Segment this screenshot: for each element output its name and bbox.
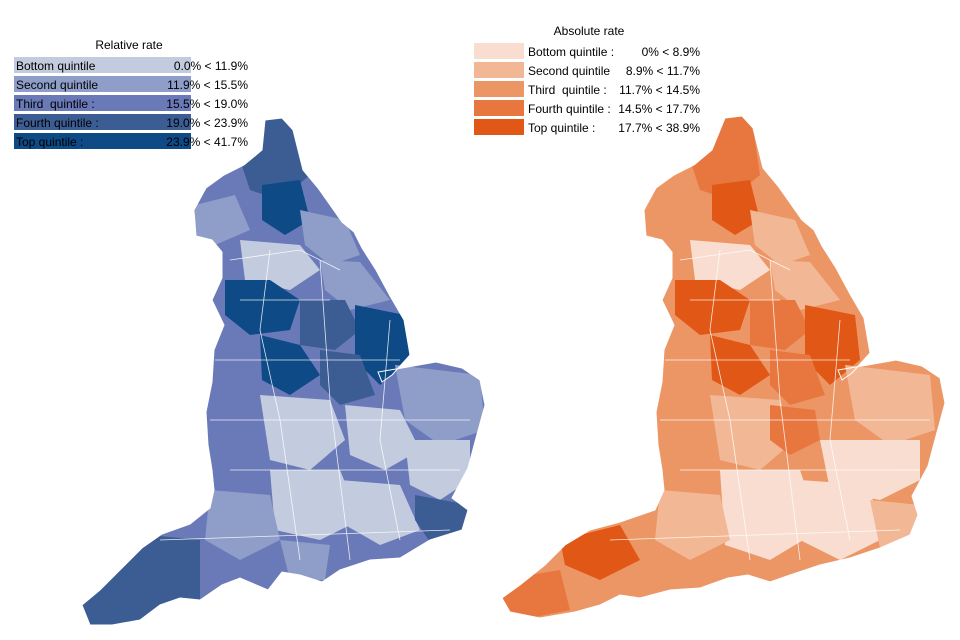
legend-quintile-range: 19.0% < 23.9% [166,116,248,130]
map-region [240,240,320,290]
map-region [770,350,825,405]
map-region [800,480,880,560]
legend-quintile-range: 11.9% < 15.5% [167,78,248,92]
legend-quintile-label: Bottom quintile : [528,45,615,59]
legend-swatch [474,81,524,97]
legend-row: Bottom quintile 0.0% < 11.9% [14,57,254,75]
legend-quintile-range: 15.5% < 19.0% [166,97,248,111]
map-region [770,260,840,310]
map-region [260,395,345,470]
map-region [262,180,310,235]
legend-swatch [474,100,524,116]
legend-swatch [14,57,191,73]
legend-swatch [474,119,524,135]
legend-row: Third quintile : 11.7% < 14.5% [474,81,714,99]
map-region [655,490,730,560]
legend-quintile-range: 23.9% < 41.7% [166,135,248,149]
legend-title: Relative rate [95,38,163,52]
absolute-rate-legend: Absolute rate Bottom quintile : 0% < 8.9%… [474,24,714,138]
map-region [560,525,640,580]
legend-swatch [14,76,191,92]
legend-quintile-label: Top quintile : [16,135,84,149]
map-region [205,490,280,560]
legend-row: Bottom quintile : 0% < 8.9% [474,43,714,61]
legend-quintile-label: Top quintile : [528,121,596,135]
map-region [805,305,860,385]
legend-row: Second quintile 8.9% < 11.7% [474,62,714,80]
legend-row: Fourth quintile : 14.5% < 17.7% [474,100,714,118]
legend-swatch [14,95,191,111]
legend-quintile-label: Third quintile : [528,83,607,97]
legend-row: Top quintile : 23.9% < 41.7% [14,133,254,151]
legend-row: Top quintile : 17.7% < 38.9% [474,119,714,137]
map-region [720,470,820,560]
map-region [210,345,260,410]
map-region [340,480,420,545]
legend-row: Second quintile 11.9% < 15.5% [14,76,254,94]
map-region [195,195,250,245]
map-region [345,405,420,470]
map-region [260,335,320,395]
legend-row: Fourth quintile : 19.0% < 23.9% [14,114,254,132]
map-region [415,495,470,542]
legend-quintile-label: Second quintile [528,64,611,78]
map-region [320,260,390,310]
legend-row: Third quintile : 15.5% < 19.0% [14,95,254,113]
map-region [710,335,770,395]
legend-quintile-range: 8.9% < 11.7% [625,64,700,78]
map-region [280,540,330,580]
legend-quintile-range: 17.7% < 38.9% [618,121,700,135]
legend-quintile-range: 14.5% < 17.7% [618,102,700,116]
legend-quintile-range: 0.0% < 11.9% [173,59,248,73]
legend-swatch [474,43,524,59]
map-region [690,240,770,290]
map-region [355,305,410,385]
map-region [300,300,360,350]
map-region [712,180,760,235]
legend-quintile-range: 11.7% < 14.5% [619,83,700,97]
map-region [845,365,935,445]
map-region [205,420,270,490]
relative-map-regions [81,117,486,626]
map-region [395,365,485,445]
legend-quintile-label: Fourth quintile : [16,116,99,130]
legend-quintile-label: Bottom quintile [16,59,96,73]
legend-swatch [474,62,524,78]
legend-title: Absolute rate [553,24,625,38]
legend-quintile-label: Fourth quintile : [528,102,611,116]
legend-quintile-range: 0% < 8.9% [641,45,700,59]
legend-swatch [14,114,191,130]
legend-quintile-label: Third quintile : [16,97,95,111]
map-region [750,300,810,350]
relative-rate-legend: Relative rate Bottom quintile 0.0% < 11.9… [14,38,254,152]
map-region [270,470,360,540]
map-region [750,210,810,265]
legend-swatch [14,133,191,149]
absolute-map-regions [501,115,946,619]
map-region [320,350,375,405]
legend-quintile-label: Second quintile [16,78,99,92]
